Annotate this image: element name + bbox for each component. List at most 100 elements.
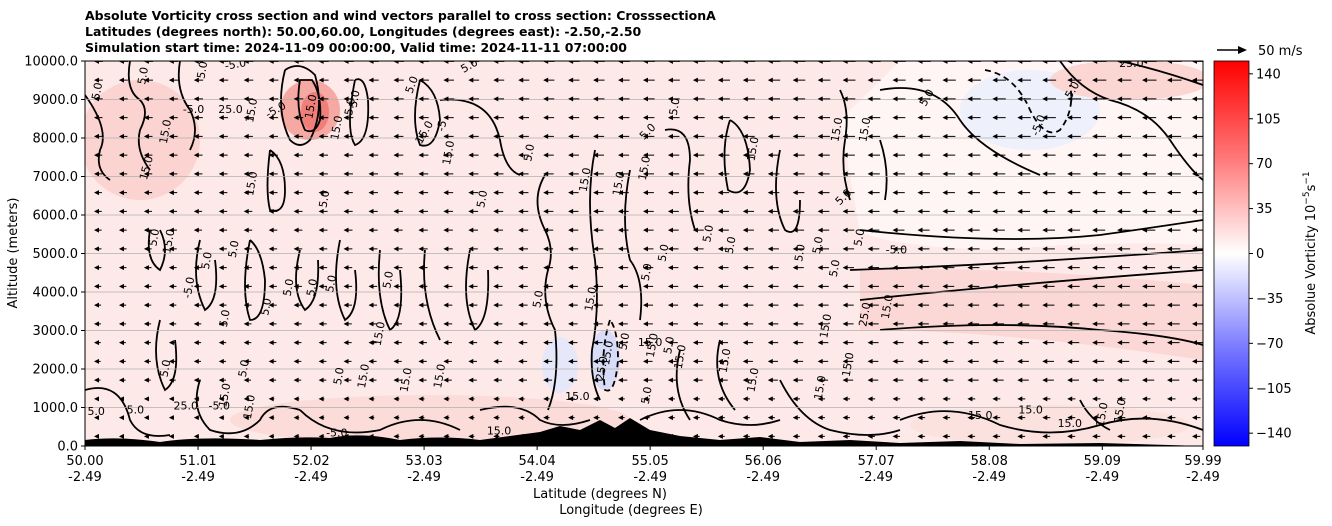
wind-vector [767,358,779,364]
wind-vector [1092,321,1105,327]
wind-vector [418,358,427,364]
wind-vector [218,227,228,233]
wind-vector [792,77,806,83]
wind-vector [817,265,829,271]
wind-vector [343,321,352,327]
wind-vector [94,227,102,233]
wind-vector [892,358,904,364]
wind-vector [1067,133,1081,139]
wind-vector [1117,77,1132,83]
wind-vector [518,396,525,402]
wind-vector [493,96,505,102]
wind-vector [792,152,805,158]
contour-label: 5.0 [135,66,151,85]
wind-vector [1067,433,1076,439]
wind-vector [942,133,956,139]
wind-vector [593,377,603,383]
wind-vector [468,171,479,177]
wind-vector [143,96,153,102]
wind-vector [118,265,127,271]
wind-vector [1042,433,1051,439]
wind-vector [967,115,981,121]
wind-vector [1017,321,1030,327]
wind-vector [1067,396,1076,402]
wind-vector [568,171,579,177]
wind-vector [168,340,177,346]
wind-vector [942,208,955,214]
wind-vector [792,265,804,271]
wind-vector [218,133,228,139]
wind-vector [293,227,303,233]
wind-vector [343,152,354,158]
wind-vector [268,227,278,233]
wind-vector [618,283,629,289]
wind-vector [1192,77,1203,83]
wind-vector [218,340,227,346]
x-axis-label-lat: Latitude (degrees N) [533,487,667,502]
wind-vector [143,171,153,177]
wind-vector [842,283,854,289]
wind-vector [343,283,353,289]
wind-vector [418,283,428,289]
wind-vector [368,415,375,421]
wind-vector [1042,283,1055,289]
wind-vector [543,133,554,139]
wind-vector [1017,358,1029,364]
colorbar-tick-label: 35 [1256,202,1273,217]
wind-key: 50 m/s [1217,44,1303,59]
wind-vector [967,321,980,327]
wind-vector [193,152,203,158]
wind-vector [168,265,177,271]
wind-vector [418,415,425,421]
wind-vector [717,190,730,196]
contour-label: 15.0 [638,336,663,349]
wind-vector [593,340,603,346]
wind-vector [1117,396,1126,402]
wind-vector [892,321,904,327]
wind-vector [917,396,926,402]
contour-label: 15.0 [137,154,156,181]
wind-vector [643,396,650,402]
wind-vector [193,321,202,327]
wind-vector [1017,396,1026,402]
wind-vector [543,302,553,308]
colorbar-tick-label: 0 [1256,247,1264,262]
wind-vector [942,358,954,364]
wind-vector [418,133,429,139]
wind-vector [493,302,503,308]
wind-vector [118,321,127,327]
wind-vector [243,171,253,177]
wind-vector [593,265,604,271]
wind-vector [443,227,453,233]
wind-vector [1142,321,1155,327]
wind-vector [992,152,1006,158]
wind-vector [742,152,755,158]
wind-vector [1092,283,1105,289]
wind-vector [667,133,680,139]
wind-vector [643,77,655,83]
wind-vector [1067,96,1082,102]
wind-vector [293,283,302,289]
wind-vector [193,96,203,102]
wind-vector [368,190,378,196]
wind-vector [218,171,228,177]
wind-vector [493,115,504,121]
wind-vector [193,133,203,139]
wind-vector [717,377,728,383]
wind-vector [293,190,303,196]
wind-vector [94,171,103,177]
wind-vector [692,302,704,308]
wind-vector [94,321,101,327]
wind-vector [817,190,830,196]
wind-vector [643,190,654,196]
wind-vector [593,321,603,327]
contour-label: 15.0 [672,344,689,370]
wind-vector [543,171,554,177]
wind-vector [1142,340,1155,346]
wind-vector [1117,190,1131,196]
wind-vector [243,152,253,158]
wind-vector [1017,77,1032,83]
wind-vector [218,433,225,439]
wind-vector [1042,190,1056,196]
contour-label: 5.0 [323,274,339,293]
